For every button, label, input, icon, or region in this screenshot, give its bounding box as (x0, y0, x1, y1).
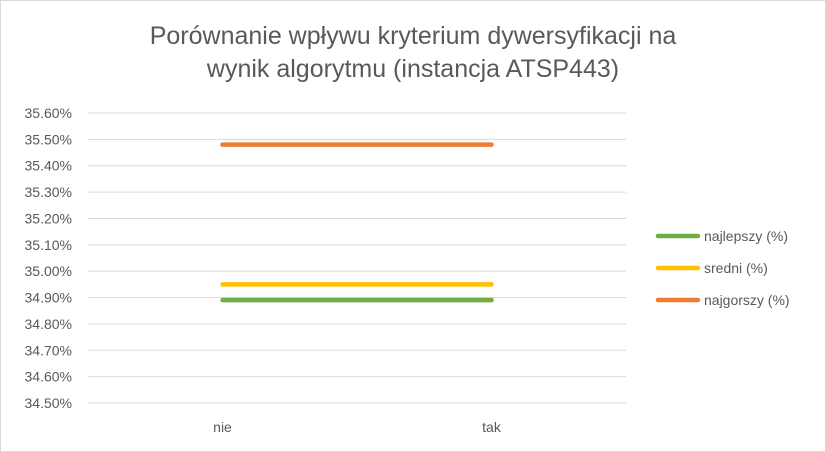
y-axis-tick-labels: 34.50% 34.60% 34.70% 34.80% 34.90% 35.00% 35.1… (25, 105, 72, 411)
y-tick-label: 35.10% (25, 237, 72, 253)
y-tick-label: 35.50% (25, 131, 72, 147)
chart-title: Porównanie wpływu kryterium dywersyfikac… (149, 22, 677, 83)
y-tick-label: 34.60% (25, 369, 72, 385)
y-tick-label: 35.20% (25, 210, 72, 226)
y-tick-label: 35.30% (25, 184, 72, 200)
series-lines (220, 142, 494, 303)
y-tick-label: 35.00% (25, 263, 72, 279)
legend-label: najlepszy (%) (704, 228, 788, 244)
y-tick-label: 34.90% (25, 290, 72, 306)
y-tick-label: 34.50% (25, 395, 72, 411)
y-tick-label: 34.80% (25, 316, 72, 332)
x-tick-label: nie (213, 419, 232, 435)
legend-label: sredni (%) (704, 260, 768, 276)
y-tick-label: 35.40% (25, 158, 72, 174)
x-axis-tick-labels: nie tak (213, 419, 502, 435)
y-tick-label: 34.70% (25, 342, 72, 358)
gridlines (88, 112, 626, 404)
y-tick-label: 35.60% (25, 105, 72, 121)
x-tick-label: tak (482, 419, 502, 435)
legend-label: najgorszy (%) (704, 292, 790, 308)
legend: najlepszy (%) sredni (%) najgorszy (%) (655, 228, 790, 308)
